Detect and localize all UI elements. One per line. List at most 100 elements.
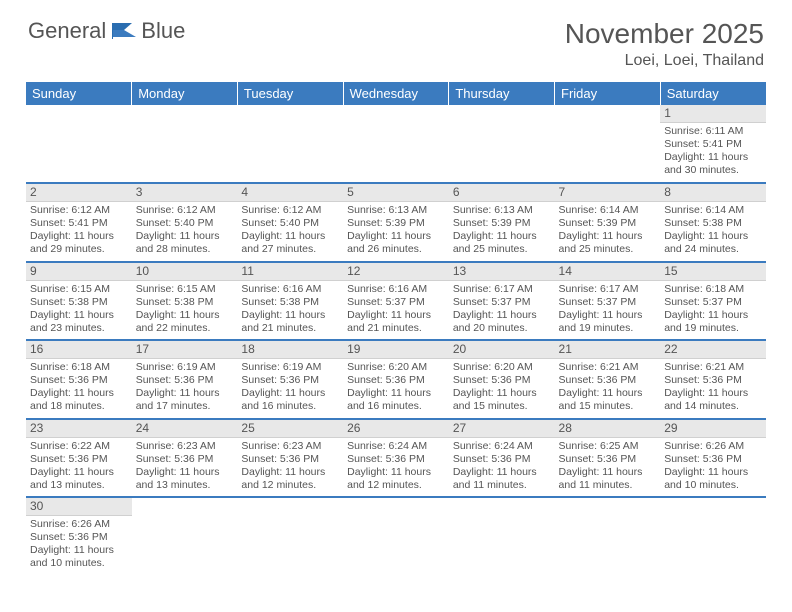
sunrise-line: Sunrise: 6:11 AM bbox=[664, 125, 762, 138]
daylight-line: Daylight: 11 hours and 16 minutes. bbox=[241, 387, 339, 413]
day-number: 22 bbox=[660, 341, 766, 359]
daylight-line: Daylight: 11 hours and 26 minutes. bbox=[347, 230, 445, 256]
brand-part1: General bbox=[28, 18, 106, 44]
daylight-line: Daylight: 11 hours and 22 minutes. bbox=[136, 309, 234, 335]
day-number: 11 bbox=[237, 263, 343, 281]
daylight-line: Daylight: 11 hours and 21 minutes. bbox=[347, 309, 445, 335]
weekday-header-row: SundayMondayTuesdayWednesdayThursdayFrid… bbox=[26, 82, 766, 105]
day-details: Sunrise: 6:23 AMSunset: 5:36 PMDaylight:… bbox=[237, 438, 343, 497]
daylight-line: Daylight: 11 hours and 17 minutes. bbox=[136, 387, 234, 413]
weekday-header: Friday bbox=[555, 82, 661, 105]
calendar-cell: 16Sunrise: 6:18 AMSunset: 5:36 PMDayligh… bbox=[26, 340, 132, 419]
daylight-line: Daylight: 11 hours and 12 minutes. bbox=[347, 466, 445, 492]
day-number: 2 bbox=[26, 184, 132, 202]
sunset-line: Sunset: 5:36 PM bbox=[30, 531, 128, 544]
calendar-row: 2 Sunrise: 6:12 AM Sunset: 5:41 PM Daylight… bbox=[26, 183, 766, 262]
calendar-cell-empty bbox=[26, 105, 132, 183]
sunrise-line: Sunrise: 6:14 AM bbox=[559, 204, 657, 217]
sunrise-line: Sunrise: 6:13 AM bbox=[347, 204, 445, 217]
sunrise-line: Sunrise: 6:16 AM bbox=[347, 283, 445, 296]
sunset-line: Sunset: 5:37 PM bbox=[559, 296, 657, 309]
daylight-line: Daylight: 11 hours and 11 minutes. bbox=[453, 466, 551, 492]
daylight-line: Daylight: 11 hours and 25 minutes. bbox=[453, 230, 551, 256]
daylight-line: Daylight: 11 hours and 15 minutes. bbox=[453, 387, 551, 413]
day-details: Sunrise: 6:12 AMSunset: 5:40 PMDaylight:… bbox=[132, 202, 238, 261]
day-details: Sunrise: 6:26 AMSunset: 5:36 PMDaylight:… bbox=[660, 438, 766, 497]
daylight-line: Daylight: 11 hours and 14 minutes. bbox=[664, 387, 762, 413]
day-number: 17 bbox=[132, 341, 238, 359]
daylight-line: Daylight: 11 hours and 19 minutes. bbox=[664, 309, 762, 335]
calendar-cell: 23Sunrise: 6:22 AMSunset: 5:36 PMDayligh… bbox=[26, 419, 132, 498]
calendar-cell: 30Sunrise: 6:26 AMSunset: 5:36 PMDayligh… bbox=[26, 497, 132, 575]
calendar-cell: 13Sunrise: 6:17 AMSunset: 5:37 PMDayligh… bbox=[449, 262, 555, 341]
sunset-line: Sunset: 5:38 PM bbox=[30, 296, 128, 309]
day-details: Sunrise: 6:24 AMSunset: 5:36 PMDaylight:… bbox=[449, 438, 555, 497]
sunset-line: Sunset: 5:39 PM bbox=[559, 217, 657, 230]
sunrise-line: Sunrise: 6:22 AM bbox=[30, 440, 128, 453]
day-number: 5 bbox=[343, 184, 449, 202]
day-details: Sunrise: 6:22 AMSunset: 5:36 PMDaylight:… bbox=[26, 438, 132, 497]
calendar-row: 23Sunrise: 6:22 AMSunset: 5:36 PMDayligh… bbox=[26, 419, 766, 498]
day-details: Sunrise: 6:11 AMSunset: 5:41 PMDaylight:… bbox=[660, 123, 766, 182]
sunset-line: Sunset: 5:41 PM bbox=[30, 217, 128, 230]
sunset-line: Sunset: 5:36 PM bbox=[241, 453, 339, 466]
daylight-line: Daylight: 11 hours and 10 minutes. bbox=[30, 544, 128, 570]
brand-part2: Blue bbox=[141, 18, 185, 44]
calendar-cell: 2Sunrise: 6:12 AMSunset: 5:41 PMDaylight… bbox=[26, 183, 132, 262]
sunset-line: Sunset: 5:37 PM bbox=[347, 296, 445, 309]
day-number: 3 bbox=[132, 184, 238, 202]
calendar-cell: 5Sunrise: 6:13 AMSunset: 5:39 PMDaylight… bbox=[343, 183, 449, 262]
day-number: 30 bbox=[26, 498, 132, 516]
day-details: Sunrise: 6:16 AMSunset: 5:37 PMDaylight:… bbox=[343, 281, 449, 340]
calendar-cell: 18Sunrise: 6:19 AMSunset: 5:36 PMDayligh… bbox=[237, 340, 343, 419]
day-number: 10 bbox=[132, 263, 238, 281]
day-number: 20 bbox=[449, 341, 555, 359]
location-label: Loei, Loei, Thailand bbox=[565, 52, 764, 70]
day-number: 14 bbox=[555, 263, 661, 281]
daylight-line: Daylight: 11 hours and 13 minutes. bbox=[136, 466, 234, 492]
sunset-line: Sunset: 5:36 PM bbox=[30, 374, 128, 387]
calendar-cell-empty bbox=[449, 497, 555, 575]
calendar-cell: 8Sunrise: 6:14 AMSunset: 5:38 PMDaylight… bbox=[660, 183, 766, 262]
brand-logo: General Blue bbox=[28, 18, 185, 44]
sunrise-line: Sunrise: 6:25 AM bbox=[559, 440, 657, 453]
daylight-line: Daylight: 11 hours and 16 minutes. bbox=[347, 387, 445, 413]
sunrise-line: Sunrise: 6:12 AM bbox=[241, 204, 339, 217]
day-details: Sunrise: 6:21 AMSunset: 5:36 PMDaylight:… bbox=[555, 359, 661, 418]
day-details: Sunrise: 6:26 AMSunset: 5:36 PMDaylight:… bbox=[26, 516, 132, 575]
calendar-cell: 26Sunrise: 6:24 AMSunset: 5:36 PMDayligh… bbox=[343, 419, 449, 498]
daylight-line: Daylight: 11 hours and 28 minutes. bbox=[136, 230, 234, 256]
calendar-cell: 22Sunrise: 6:21 AMSunset: 5:36 PMDayligh… bbox=[660, 340, 766, 419]
sunrise-line: Sunrise: 6:15 AM bbox=[30, 283, 128, 296]
calendar-cell-empty bbox=[449, 105, 555, 183]
day-details: Sunrise: 6:19 AMSunset: 5:36 PMDaylight:… bbox=[132, 359, 238, 418]
calendar-cell-empty bbox=[237, 497, 343, 575]
calendar-cell-empty bbox=[555, 497, 661, 575]
day-details: Sunrise: 6:13 AMSunset: 5:39 PMDaylight:… bbox=[449, 202, 555, 261]
sunrise-line: Sunrise: 6:21 AM bbox=[559, 361, 657, 374]
weekday-header: Sunday bbox=[26, 82, 132, 105]
daylight-line: Daylight: 11 hours and 13 minutes. bbox=[30, 466, 128, 492]
sunrise-line: Sunrise: 6:23 AM bbox=[241, 440, 339, 453]
sunset-line: Sunset: 5:36 PM bbox=[453, 374, 551, 387]
daylight-line: Daylight: 11 hours and 30 minutes. bbox=[664, 151, 762, 177]
flag-icon bbox=[110, 21, 138, 41]
sunset-line: Sunset: 5:40 PM bbox=[241, 217, 339, 230]
sunrise-line: Sunrise: 6:20 AM bbox=[453, 361, 551, 374]
daylight-line: Daylight: 11 hours and 10 minutes. bbox=[664, 466, 762, 492]
daylight-line: Daylight: 11 hours and 23 minutes. bbox=[30, 309, 128, 335]
sunrise-line: Sunrise: 6:17 AM bbox=[559, 283, 657, 296]
day-number: 16 bbox=[26, 341, 132, 359]
day-details: Sunrise: 6:14 AMSunset: 5:39 PMDaylight:… bbox=[555, 202, 661, 261]
day-number: 9 bbox=[26, 263, 132, 281]
day-number: 26 bbox=[343, 420, 449, 438]
day-details: Sunrise: 6:16 AMSunset: 5:38 PMDaylight:… bbox=[237, 281, 343, 340]
sunset-line: Sunset: 5:36 PM bbox=[559, 453, 657, 466]
sunrise-line: Sunrise: 6:18 AM bbox=[664, 283, 762, 296]
day-number: 19 bbox=[343, 341, 449, 359]
calendar-cell: 1Sunrise: 6:11 AMSunset: 5:41 PMDaylight… bbox=[660, 105, 766, 183]
calendar-cell: 20 Sunrise: 6:20 AMSunset: 5:36 PMDayligh… bbox=[449, 340, 555, 419]
day-details: Sunrise: 6:23 AMSunset: 5:36 PMDaylight:… bbox=[132, 438, 238, 497]
sunset-line: Sunset: 5:36 PM bbox=[347, 374, 445, 387]
sunrise-line: Sunrise: 6:20 AM bbox=[347, 361, 445, 374]
